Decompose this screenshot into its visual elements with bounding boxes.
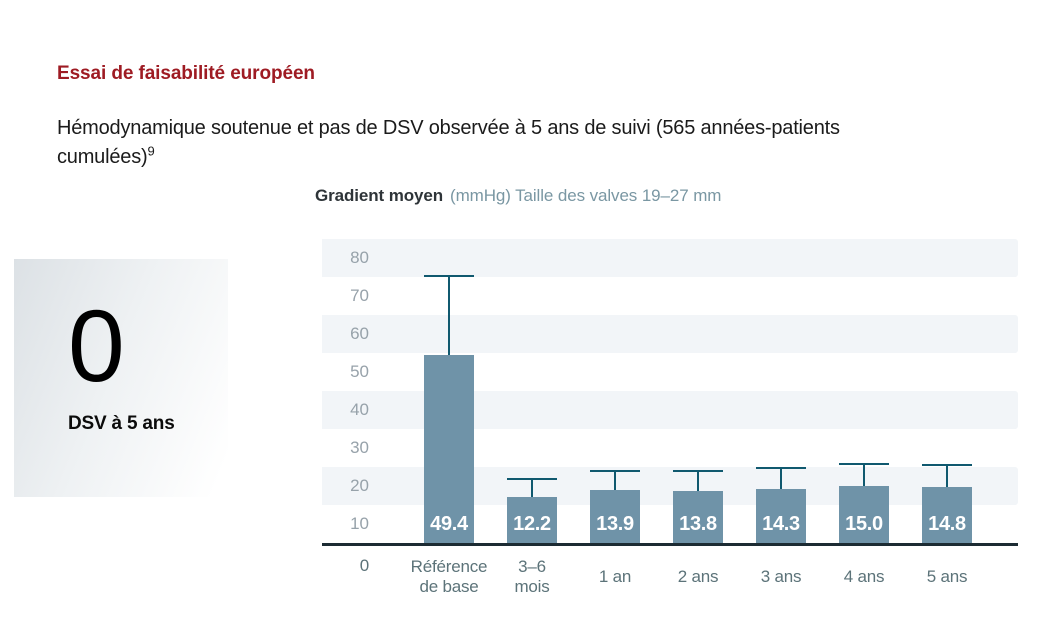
category-label: 5 ans: [926, 567, 968, 586]
y-tick-label: 30: [350, 438, 369, 457]
category-label: 2 ans: [677, 567, 719, 586]
stat-value: 0: [68, 289, 125, 403]
y-tick-label: 20: [350, 476, 369, 495]
plot-stripe: [322, 315, 1018, 353]
x-axis-labels: 0 Référence de base 3–6 mois 1 an 2 ans 3 ans 4…: [322, 554, 1018, 600]
error-whisker: [697, 470, 699, 493]
error-whisker-cap: [756, 467, 806, 469]
stat-card: 0 DSV à 5 ans: [14, 259, 228, 497]
chart-title-main: Gradient moyen: [315, 186, 444, 205]
bar-value-label: 13.9: [596, 513, 634, 535]
y-tick-label: 10: [350, 514, 369, 533]
slide-subtitle-text: Hémodynamique soutenue et pas de DSV obs…: [57, 117, 840, 168]
chart-plot: 80 70 60 50 40 30 20 10 49.4 12.2 13.9 13.8 14.3 15.0…: [322, 239, 1018, 543]
y-tick-label: 70: [350, 286, 369, 305]
error-whisker-cap: [673, 470, 723, 472]
bar-value-label: 14.3: [762, 513, 800, 535]
y-tick-label: 80: [350, 248, 369, 267]
error-whisker-cap: [590, 470, 640, 472]
slide-title: Essai de faisabilité européen: [57, 63, 315, 84]
chart-title-unit: (mmHg) Taille des valves 19–27 mm: [450, 186, 722, 205]
bar: 13.9: [590, 490, 640, 543]
stat-label: DSV à 5 ans: [68, 413, 175, 434]
category-label: 3 ans: [760, 567, 802, 586]
bar-value-label: 49.4: [430, 513, 468, 535]
bar: 14.8: [922, 487, 972, 543]
error-whisker-cap: [424, 275, 474, 277]
error-whisker-cap: [922, 464, 972, 466]
category-label: 3–6 mois: [514, 557, 550, 596]
error-whisker: [448, 275, 450, 357]
error-whisker: [863, 463, 865, 488]
bar: 13.8: [673, 491, 723, 543]
y-tick-label: 50: [350, 362, 369, 381]
bar-value-label: 13.8: [679, 513, 717, 535]
plot-stripe: [322, 239, 1018, 277]
chart-title: Gradient moyen (mmHg) Taille des valves 1…: [315, 186, 721, 206]
bar: 15.0: [839, 486, 889, 543]
x-axis-line: [322, 543, 1018, 546]
category-label: 4 ans: [843, 567, 885, 586]
x-tick-zero: 0: [359, 556, 369, 575]
plot-stripe: [322, 277, 1018, 315]
subtitle-superscript: 9: [147, 143, 155, 159]
bar-value-label: 15.0: [845, 513, 883, 535]
bar-value-label: 12.2: [513, 513, 551, 535]
bar-chart: 80 70 60 50 40 30 20 10 49.4 12.2 13.9 13.8 14.3 15.0…: [322, 239, 1018, 600]
bar-value-label: 14.8: [928, 513, 966, 535]
error-whisker: [946, 464, 948, 489]
category-label: Référence de base: [410, 557, 488, 596]
error-whisker: [531, 478, 533, 499]
error-whisker-cap: [507, 478, 557, 480]
error-whisker: [614, 470, 616, 492]
error-whisker-cap: [839, 463, 889, 465]
error-whisker: [780, 467, 782, 491]
y-tick-label: 40: [350, 400, 369, 419]
bar: 12.2: [507, 497, 557, 543]
bar: 49.4: [424, 355, 474, 543]
y-tick-label: 60: [350, 324, 369, 343]
bar: 14.3: [756, 489, 806, 543]
slide-subtitle: Hémodynamique soutenue et pas de DSV obs…: [57, 114, 937, 172]
category-label: 1 an: [598, 567, 632, 586]
